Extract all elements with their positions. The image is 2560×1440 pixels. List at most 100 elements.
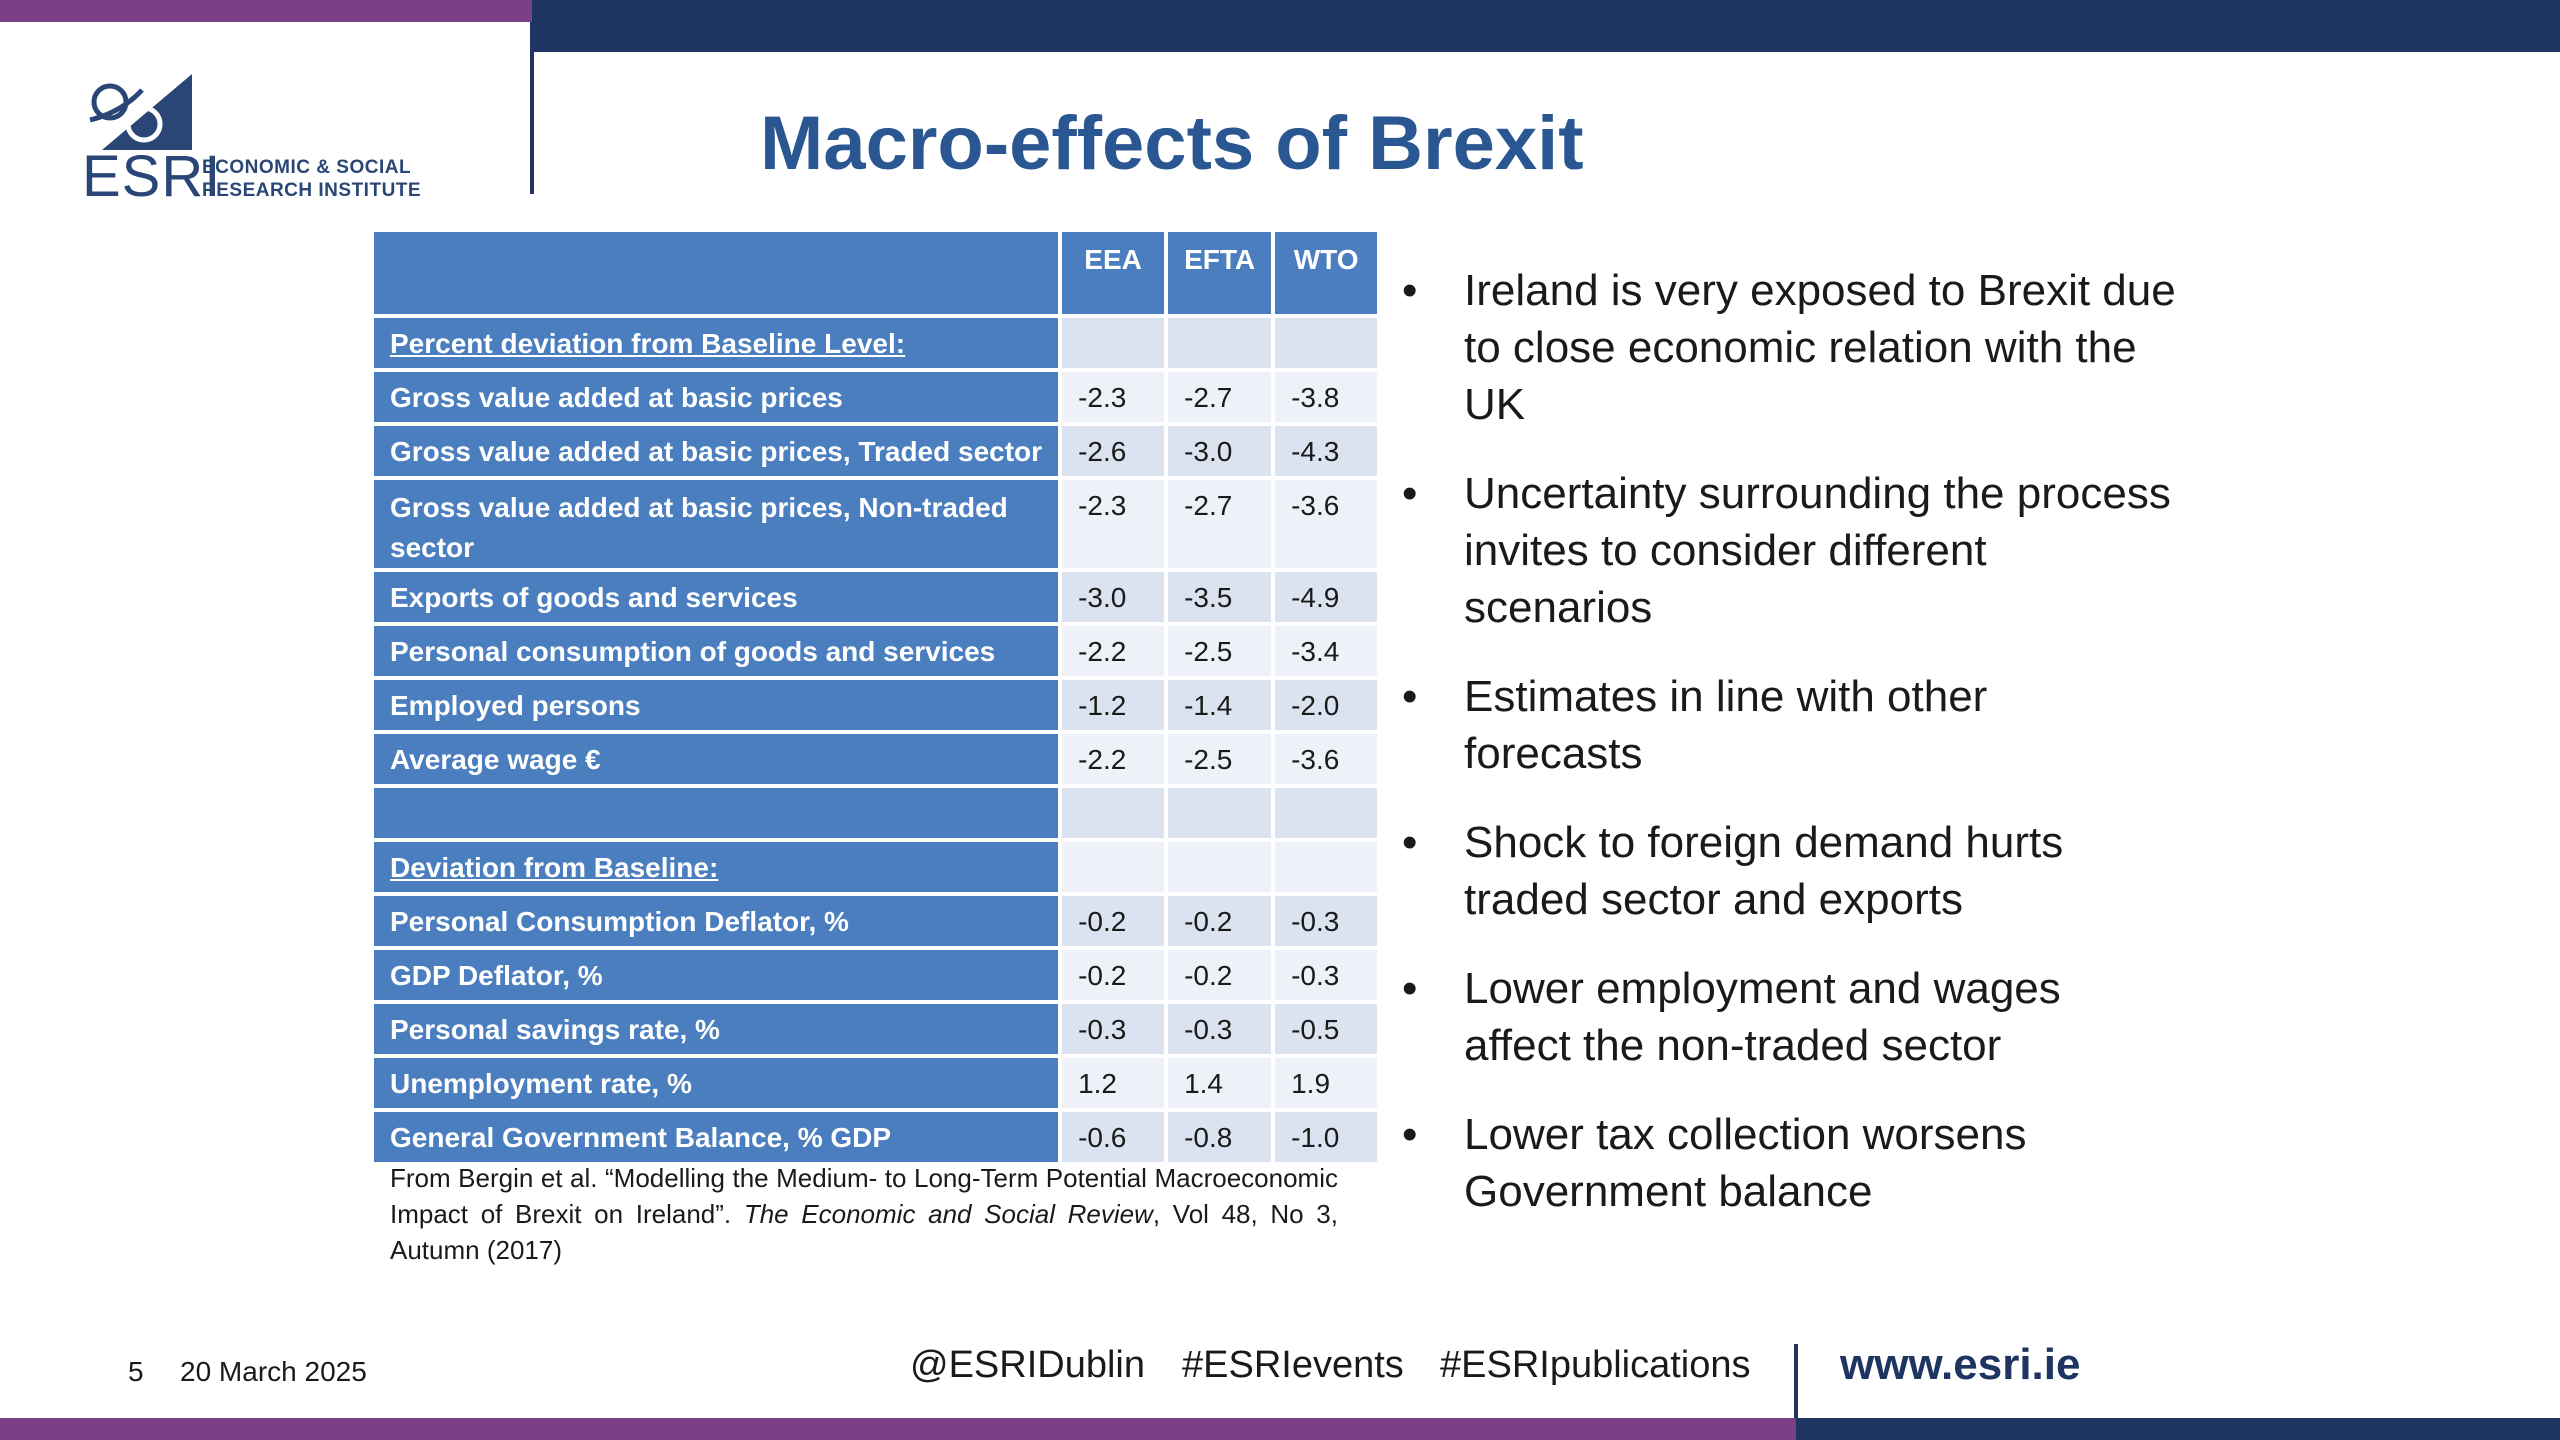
- slide-title: Macro-effects of Brexit: [760, 101, 1584, 186]
- table-cell-eea: -0.3: [1062, 1004, 1165, 1054]
- table-cell-efta: -2.7: [1168, 372, 1272, 422]
- table-header-row: EEA EFTA WTO: [374, 232, 1378, 314]
- table-cell-eea: -0.2: [1062, 950, 1165, 1000]
- table-cell-wto: [1275, 842, 1378, 892]
- bullet-dot-icon: •: [1402, 964, 1418, 1013]
- table-cell-efta: -2.7: [1168, 480, 1272, 568]
- esri-logo: ESRI ECONOMIC & SOCIAL RESEARCH INSTITUT…: [82, 72, 482, 206]
- table-cell-eea: -2.6: [1062, 426, 1165, 476]
- table-row: General Government Balance, % GDP -0.6 -0.…: [374, 1112, 1378, 1162]
- bullet-dot-icon: •: [1402, 672, 1418, 721]
- citation-text-1: From Bergin et al. “Modelling the Medium…: [390, 1163, 1338, 1229]
- hashtag-publications-link[interactable]: #ESRIpublications: [1440, 1344, 1751, 1386]
- table-cell-wto: -3.8: [1275, 372, 1378, 422]
- table-row-label: General Government Balance, % GDP: [374, 1112, 1059, 1162]
- logo-line1: ECONOMIC & SOCIAL: [202, 157, 412, 178]
- bullet-dot-icon: •: [1402, 266, 1418, 315]
- table-cell-efta: -3.5: [1168, 572, 1272, 622]
- table-cell-wto: -1.0: [1275, 1112, 1378, 1162]
- table-cell-wto: -3.4: [1275, 626, 1378, 676]
- table-cell-eea: -2.3: [1062, 372, 1165, 422]
- table-cell-efta: 1.4: [1168, 1058, 1272, 1108]
- table-row-label: Gross value added at basic prices, Trade…: [374, 426, 1059, 476]
- logo-wordmark: ESRI: [82, 144, 222, 209]
- table-row: Average wage € -2.2 -2.5 -3.6: [374, 734, 1378, 784]
- table-row-label: Exports of goods and services: [374, 572, 1059, 622]
- table-header-efta: EFTA: [1168, 232, 1272, 314]
- table-header-blank: [374, 232, 1059, 314]
- table-row-label: GDP Deflator, %: [374, 950, 1059, 1000]
- bullet-text: Ireland is very exposed to Brexit due to…: [1464, 266, 2176, 429]
- table-cell-wto: [1275, 788, 1378, 838]
- table-cell-efta: -3.0: [1168, 426, 1272, 476]
- table-cell-efta: -0.2: [1168, 950, 1272, 1000]
- hashtag-events-link[interactable]: #ESRIevents: [1182, 1344, 1404, 1386]
- table-header-wto: WTO: [1275, 232, 1378, 314]
- table-cell-eea: -2.2: [1062, 734, 1165, 784]
- table-cell-wto: -3.6: [1275, 734, 1378, 784]
- table-row-label: [374, 788, 1059, 838]
- source-citation: From Bergin et al. “Modelling the Medium…: [390, 1160, 1338, 1268]
- table-cell-wto: -0.3: [1275, 896, 1378, 946]
- bullet-dot-icon: •: [1402, 1110, 1418, 1159]
- page-number: 5: [128, 1356, 144, 1387]
- table-row-label: Gross value added at basic prices, Non-t…: [374, 480, 1059, 568]
- results-table: EEA EFTA WTO Percent deviation from Base…: [370, 228, 1381, 1166]
- table-cell-wto: -3.6: [1275, 480, 1378, 568]
- bottom-bar-purple: [0, 1418, 1796, 1440]
- logo-line2: RESEARCH INSTITUTE: [202, 180, 422, 201]
- table-cell-wto: -4.9: [1275, 572, 1378, 622]
- footer-divider: [1794, 1344, 1798, 1430]
- table-cell-wto: [1275, 318, 1378, 368]
- table-row-label: Unemployment rate, %: [374, 1058, 1059, 1108]
- table-cell-eea: [1062, 842, 1165, 892]
- bottom-bar-navy: [1796, 1418, 2560, 1440]
- table-cell-efta: -1.4: [1168, 680, 1272, 730]
- top-bar-purple: [0, 0, 532, 22]
- bullet-item: • Shock to foreign demand hurts traded se…: [1396, 814, 2176, 928]
- table-row-label: Employed persons: [374, 680, 1059, 730]
- table-cell-efta: [1168, 842, 1272, 892]
- bullet-text: Shock to foreign demand hurts traded sec…: [1464, 818, 2064, 924]
- table-row-label: Personal savings rate, %: [374, 1004, 1059, 1054]
- table-cell-wto: 1.9: [1275, 1058, 1378, 1108]
- table-row: Employed persons -1.2 -1.4 -2.0: [374, 680, 1378, 730]
- table-cell-wto: -4.3: [1275, 426, 1378, 476]
- table-section-label: Deviation from Baseline:: [374, 842, 1059, 892]
- bullet-text: Lower tax collection worsens Government …: [1464, 1110, 2027, 1216]
- logo-tagline: ECONOMIC & SOCIAL RESEARCH INSTITUTE: [202, 156, 421, 202]
- bullet-item: • Lower employment and wages affect the n…: [1396, 960, 2176, 1074]
- table-row: GDP Deflator, % -0.2 -0.2 -0.3: [374, 950, 1378, 1000]
- table-cell-wto: -0.5: [1275, 1004, 1378, 1054]
- bullet-text: Uncertainty surrounding the process invi…: [1464, 469, 2171, 632]
- table-cell-eea: -3.0: [1062, 572, 1165, 622]
- table-row: Gross value added at basic prices -2.3 -2.…: [374, 372, 1378, 422]
- table-row: Personal consumption of goods and servic…: [374, 626, 1378, 676]
- bullet-item: • Ireland is very exposed to Brexit due t…: [1396, 262, 2176, 433]
- table-row-label: Gross value added at basic prices: [374, 372, 1059, 422]
- table-row: Exports of goods and services -3.0 -3.5 -4.…: [374, 572, 1378, 622]
- bullet-dot-icon: •: [1402, 469, 1418, 518]
- table-cell-efta: -0.3: [1168, 1004, 1272, 1054]
- table-cell-efta: -0.8: [1168, 1112, 1272, 1162]
- table-row: Deviation from Baseline:: [374, 842, 1378, 892]
- table-cell-eea: -1.2: [1062, 680, 1165, 730]
- bullet-text: Estimates in line with other forecasts: [1464, 672, 1988, 778]
- table-cell-eea: -2.2: [1062, 626, 1165, 676]
- table-cell-eea: [1062, 788, 1165, 838]
- table-cell-efta: [1168, 788, 1272, 838]
- table-row-label: Personal Consumption Deflator, %: [374, 896, 1059, 946]
- twitter-handle-link[interactable]: @ESRIDublin: [910, 1344, 1145, 1386]
- table-cell-wto: -2.0: [1275, 680, 1378, 730]
- top-bar-navy: [532, 0, 2560, 52]
- table-header-eea: EEA: [1062, 232, 1165, 314]
- table-cell-wto: -0.3: [1275, 950, 1378, 1000]
- table-section-label: Percent deviation from Baseline Level:: [374, 318, 1059, 368]
- table-cell-eea: -2.3: [1062, 480, 1165, 568]
- table-cell-eea: -0.6: [1062, 1112, 1165, 1162]
- slide-date: 20 March 2025: [180, 1356, 367, 1387]
- website-link[interactable]: www.esri.ie: [1840, 1340, 2081, 1389]
- bullet-item: • Estimates in line with other forecasts: [1396, 668, 2176, 782]
- esri-logo-mark: [89, 74, 192, 150]
- table-row: Unemployment rate, % 1.2 1.4 1.9: [374, 1058, 1378, 1108]
